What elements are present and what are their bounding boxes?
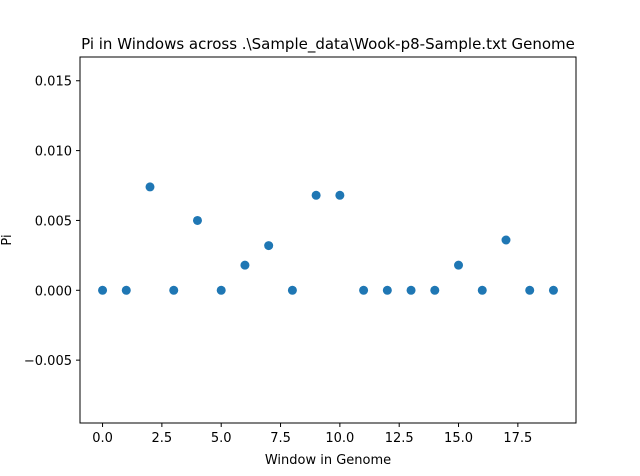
data-points <box>98 182 558 295</box>
data-point <box>145 182 155 192</box>
y-axis-label: Pi <box>0 234 15 245</box>
x-tick-label: 0.0 <box>92 431 113 446</box>
data-point <box>359 285 369 295</box>
data-point <box>192 215 202 225</box>
plot-area <box>79 56 577 424</box>
x-axis-label: Window in Genome <box>265 453 391 468</box>
data-point <box>98 285 108 295</box>
data-point <box>335 190 345 200</box>
data-point <box>501 235 511 245</box>
data-point <box>240 260 250 270</box>
x-tick-label: 12.5 <box>385 431 414 446</box>
data-point <box>121 285 131 295</box>
y-axis: −0.005 0.000 0.005 0.010 0.015 <box>24 75 80 369</box>
data-point <box>287 285 297 295</box>
y-tick-label: 0.000 <box>35 284 72 299</box>
data-point <box>454 260 464 270</box>
data-point <box>382 285 392 295</box>
x-tick-label: 10.0 <box>325 431 354 446</box>
data-point <box>430 285 440 295</box>
data-point <box>548 285 558 295</box>
y-tick-label: 0.010 <box>35 145 72 160</box>
data-point <box>216 285 226 295</box>
x-tick-label: 5.0 <box>211 431 232 446</box>
y-tick-label: −0.005 <box>24 354 72 369</box>
x-axis: 0.0 2.5 5.0 7.5 10.0 12.5 15.0 17.5 <box>92 423 532 446</box>
x-tick-label: 17.5 <box>503 431 532 446</box>
x-tick-label: 7.5 <box>270 431 291 446</box>
x-tick-label: 15.0 <box>444 431 473 446</box>
y-tick-label: 0.015 <box>35 75 72 90</box>
data-point <box>525 285 535 295</box>
x-tick-label: 2.5 <box>152 431 173 446</box>
data-point <box>311 190 321 200</box>
data-point <box>406 285 416 295</box>
data-point <box>169 285 179 295</box>
y-tick-label: 0.005 <box>35 214 72 229</box>
data-point <box>477 285 487 295</box>
chart-title: Pi in Windows across .\Sample_data\Wook-… <box>81 35 575 54</box>
data-point <box>264 241 274 251</box>
